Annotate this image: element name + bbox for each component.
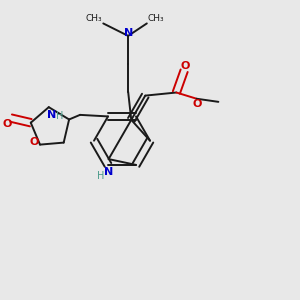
Text: O: O — [3, 119, 12, 129]
Text: H: H — [97, 171, 104, 181]
Text: CH₃: CH₃ — [148, 14, 164, 23]
Text: O: O — [193, 99, 202, 109]
Text: N: N — [46, 110, 56, 120]
Text: H: H — [56, 111, 63, 121]
Text: O: O — [180, 61, 190, 71]
Text: CH₃: CH₃ — [85, 14, 102, 23]
Text: O: O — [30, 137, 39, 147]
Text: N: N — [104, 167, 113, 176]
Text: N: N — [124, 28, 133, 38]
